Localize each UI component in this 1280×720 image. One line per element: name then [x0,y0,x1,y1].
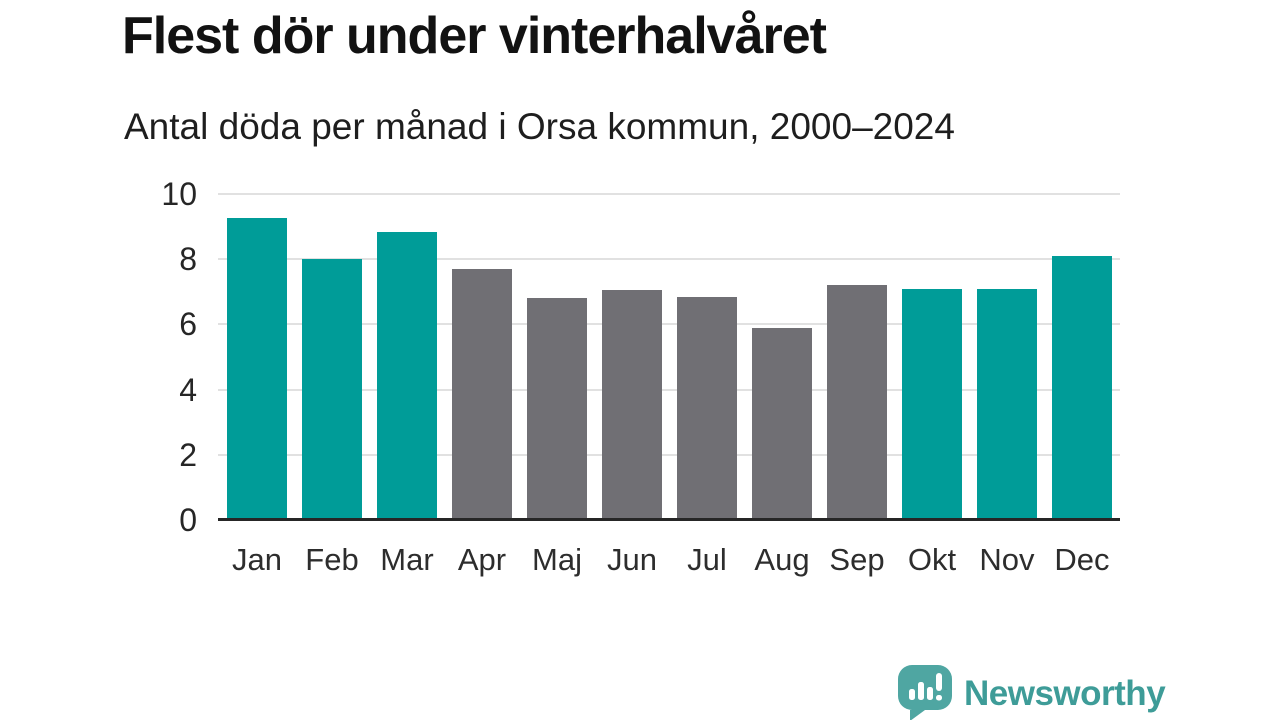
x-tick-jun: Jun [607,542,657,577]
y-tick-6: 6 [179,306,197,343]
bar-jan [227,218,287,520]
gridline-y4 [218,388,1120,391]
chart-title: Flest dör under vinterhalvåret [122,7,827,65]
bar-apr [452,268,512,520]
bar-feb [302,259,362,520]
bar-maj [527,298,587,520]
y-tick-0: 0 [179,502,197,538]
gridline-y10 [218,193,1120,195]
y-tick-10: 10 [161,176,197,212]
y-tick-8: 8 [179,241,197,278]
bar-dec [1052,255,1112,520]
x-tick-aug: Aug [754,542,810,577]
x-axis-line [218,518,1120,521]
x-tick-dec: Dec [1054,542,1110,577]
x-tick-okt: Okt [907,542,957,577]
bar-nov [977,288,1037,520]
newsworthy-logo: Newsworthy [898,665,1166,720]
bar-aug [752,327,812,520]
bar-sep [827,285,887,520]
gridline-y2 [218,453,1120,456]
x-tick-sep: Sep [829,542,885,577]
x-tick-apr: Apr [457,542,507,577]
x-tick-jan: Jan [232,542,282,577]
gridline-y8 [218,258,1120,261]
x-tick-nov: Nov [979,542,1035,577]
brand-name: Newsworthy [964,674,1166,713]
bar-chart-plot-area [218,193,1120,521]
x-tick-mar: Mar [380,542,434,577]
chart-subtitle: Antal döda per månad i Orsa kommun, 2000… [124,106,955,147]
x-tick-maj: Maj [532,542,582,577]
newsworthy-speech-bubble-icon [898,665,952,720]
y-tick-4: 4 [179,371,197,408]
y-tick-2: 2 [179,436,197,473]
x-tick-feb: Feb [305,542,359,577]
x-tick-jul: Jul [687,542,727,577]
bar-jul [677,296,737,520]
bar-mar [377,231,437,520]
bar-jun [602,290,662,520]
gridline-y6 [218,323,1120,326]
bar-okt [902,288,962,520]
